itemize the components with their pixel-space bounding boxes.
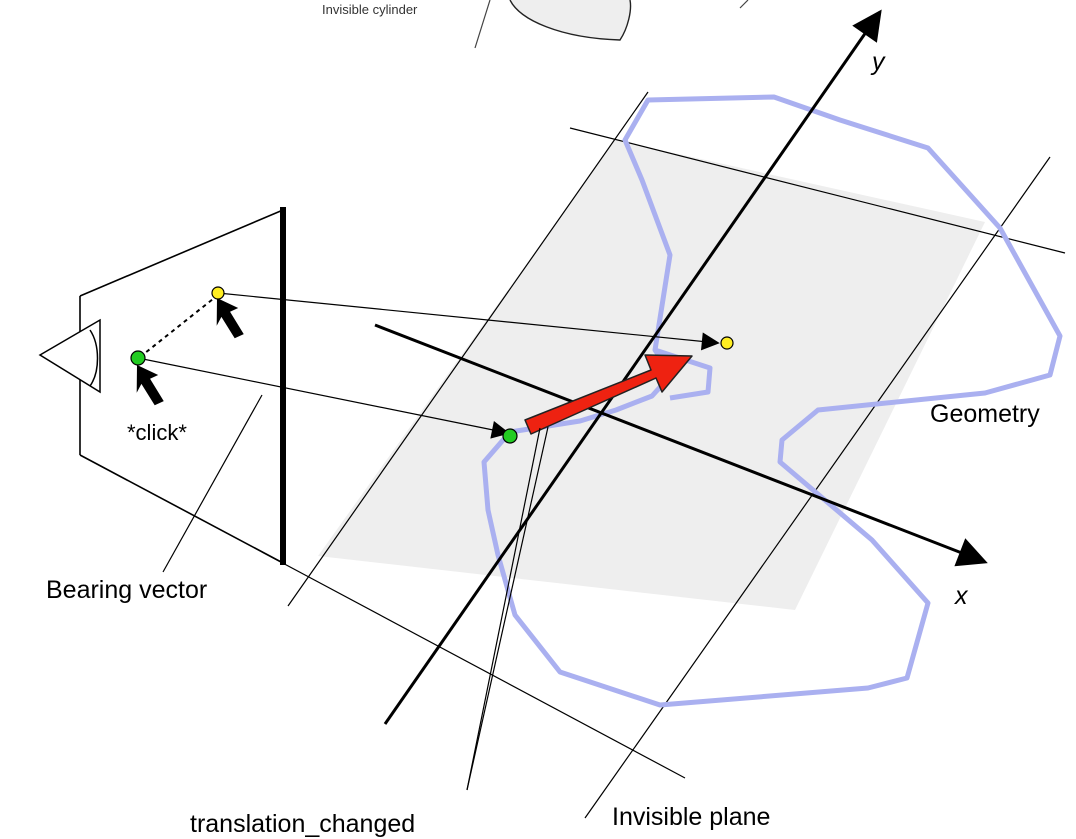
bearing-vector-end <box>217 292 720 351</box>
click-label: *click* <box>127 420 187 445</box>
y-axis-label: y <box>870 48 886 76</box>
camera-eye-icon <box>38 318 101 394</box>
translation-changed-leader <box>466 426 549 791</box>
end-point <box>211 286 225 300</box>
end-point-on-plane <box>720 336 734 350</box>
translation-arrow <box>524 354 693 435</box>
translation-changed-label: translation_changed <box>190 810 415 838</box>
geometry-label: Geometry <box>930 400 1040 428</box>
start-point-on-plane <box>502 428 518 444</box>
bearing-vector-leader <box>162 394 263 573</box>
invisible-cylinder-label: Invisible cylinder <box>322 2 418 17</box>
invisible-plane-label: Invisible plane <box>612 803 770 831</box>
start-point <box>130 350 146 366</box>
y-axis-line <box>383 9 882 725</box>
bearing-vector-start <box>137 357 510 439</box>
bearing-vector-label: Bearing vector <box>46 576 207 604</box>
x-axis-label: x <box>954 582 969 610</box>
mouse-pointer-icon <box>216 298 244 339</box>
invisible-plane <box>261 91 1066 819</box>
pointer-drag-path <box>139 294 219 358</box>
mouse-pointer-icon <box>136 365 164 406</box>
x-axis-line <box>374 323 988 567</box>
translation-changed-leader <box>466 427 541 791</box>
invisible-cylinder <box>474 0 749 49</box>
camera-frustum <box>38 207 286 565</box>
